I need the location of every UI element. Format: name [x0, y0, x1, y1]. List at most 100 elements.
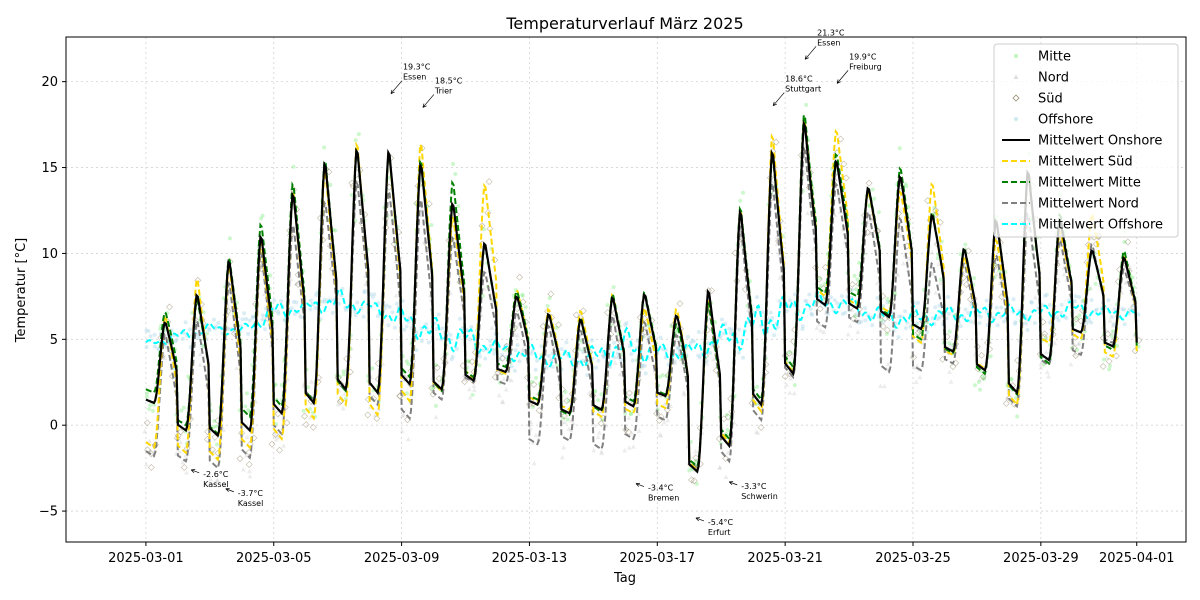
offshore-point	[896, 335, 901, 340]
nord-point	[1061, 271, 1067, 277]
offshore-point	[999, 305, 1004, 310]
offshore-point	[944, 316, 949, 321]
sued-point	[516, 273, 524, 281]
mitte-point	[434, 363, 439, 368]
sued-point	[881, 314, 889, 322]
nord-point	[570, 420, 576, 425]
offshore-point	[963, 307, 968, 312]
mitte-point	[520, 293, 525, 298]
y-tick-label: 0	[50, 419, 58, 434]
mitte-point	[246, 408, 251, 413]
nord-point	[658, 433, 664, 438]
nord-point	[433, 414, 439, 420]
offshore-point	[146, 329, 151, 334]
sued-point	[724, 413, 732, 421]
nord-point	[177, 449, 182, 454]
offshore-point	[550, 364, 555, 369]
offshore-point	[291, 299, 296, 304]
offshore-point	[517, 359, 522, 364]
nord-point	[399, 428, 405, 433]
offshore-point	[384, 303, 389, 308]
nord-point	[515, 322, 521, 327]
annotation-place: Erfurt	[708, 528, 731, 537]
offshore-point	[343, 307, 348, 312]
sued-point	[883, 326, 891, 334]
mitte-point	[150, 408, 155, 413]
sued-point	[264, 315, 272, 323]
grid	[66, 37, 1186, 542]
sued-point	[498, 354, 506, 362]
offshore-point	[156, 346, 161, 351]
sued-point	[468, 358, 476, 366]
nord-point	[273, 432, 278, 437]
offshore-point	[1047, 303, 1052, 308]
sued-point	[268, 440, 276, 448]
offshore-point	[832, 298, 837, 303]
mitte-point	[892, 290, 897, 295]
offshore-point	[1029, 300, 1034, 305]
nord-point	[717, 465, 723, 470]
offshore-point	[1089, 320, 1094, 325]
nord-point	[933, 290, 939, 295]
offshore-point	[800, 327, 805, 332]
sued-point	[461, 378, 469, 386]
offshore-point	[1112, 307, 1117, 312]
nord-point	[342, 391, 348, 397]
mitte-point	[817, 276, 822, 281]
sued-point	[245, 461, 253, 468]
offshore-point	[995, 323, 1000, 328]
sued-point	[722, 455, 729, 462]
nord-point	[569, 418, 574, 423]
nord-point	[393, 292, 399, 298]
nord-point	[212, 480, 217, 486]
offshore-point	[251, 314, 256, 319]
offshore-point	[1122, 322, 1127, 327]
offshore-point	[375, 314, 380, 319]
sued-point	[819, 285, 827, 292]
mitte-point	[477, 363, 482, 368]
sued-point	[676, 300, 684, 307]
sued-point	[276, 446, 283, 454]
offshore-point	[322, 297, 327, 302]
offshore-point	[448, 332, 453, 337]
sued-point	[147, 463, 155, 471]
offshore-point	[1093, 308, 1098, 313]
nord-point	[568, 427, 574, 433]
offshore-mean-line	[145, 287, 1138, 369]
offshore-point	[602, 355, 607, 360]
offshore-point	[232, 329, 237, 334]
offshore-point	[402, 327, 407, 332]
nord-point	[704, 361, 710, 366]
mitte-point	[976, 379, 981, 384]
mitte-point	[792, 383, 797, 388]
mitte-point	[147, 407, 152, 412]
sued-point	[785, 349, 793, 357]
offshore-point	[898, 314, 903, 319]
nord-point	[592, 423, 598, 428]
offshore-point	[881, 304, 886, 309]
nord-point	[262, 291, 267, 297]
nord-point	[1119, 290, 1125, 295]
offshore-point	[509, 364, 514, 369]
sued-point	[772, 138, 780, 146]
offshore-point	[686, 334, 691, 339]
nord-point	[515, 332, 520, 338]
offshore-point	[594, 365, 599, 370]
offshore-point	[589, 338, 594, 343]
offshore-point	[729, 327, 734, 332]
sued-point	[535, 407, 543, 414]
offshore-point	[513, 348, 518, 353]
nord-point	[681, 391, 687, 397]
mitte-point	[997, 268, 1002, 273]
sued-point	[781, 373, 789, 381]
nord-point	[631, 444, 636, 449]
offshore-point	[314, 293, 319, 298]
mitte-point	[1093, 281, 1098, 286]
nord-point	[501, 376, 507, 381]
offshore-point	[1064, 316, 1069, 321]
offshore-point	[585, 373, 590, 378]
nord-point	[681, 389, 687, 395]
mitte-point	[470, 392, 475, 397]
mitte-point	[1087, 287, 1092, 292]
legend-swatch-marker	[1012, 94, 1020, 102]
